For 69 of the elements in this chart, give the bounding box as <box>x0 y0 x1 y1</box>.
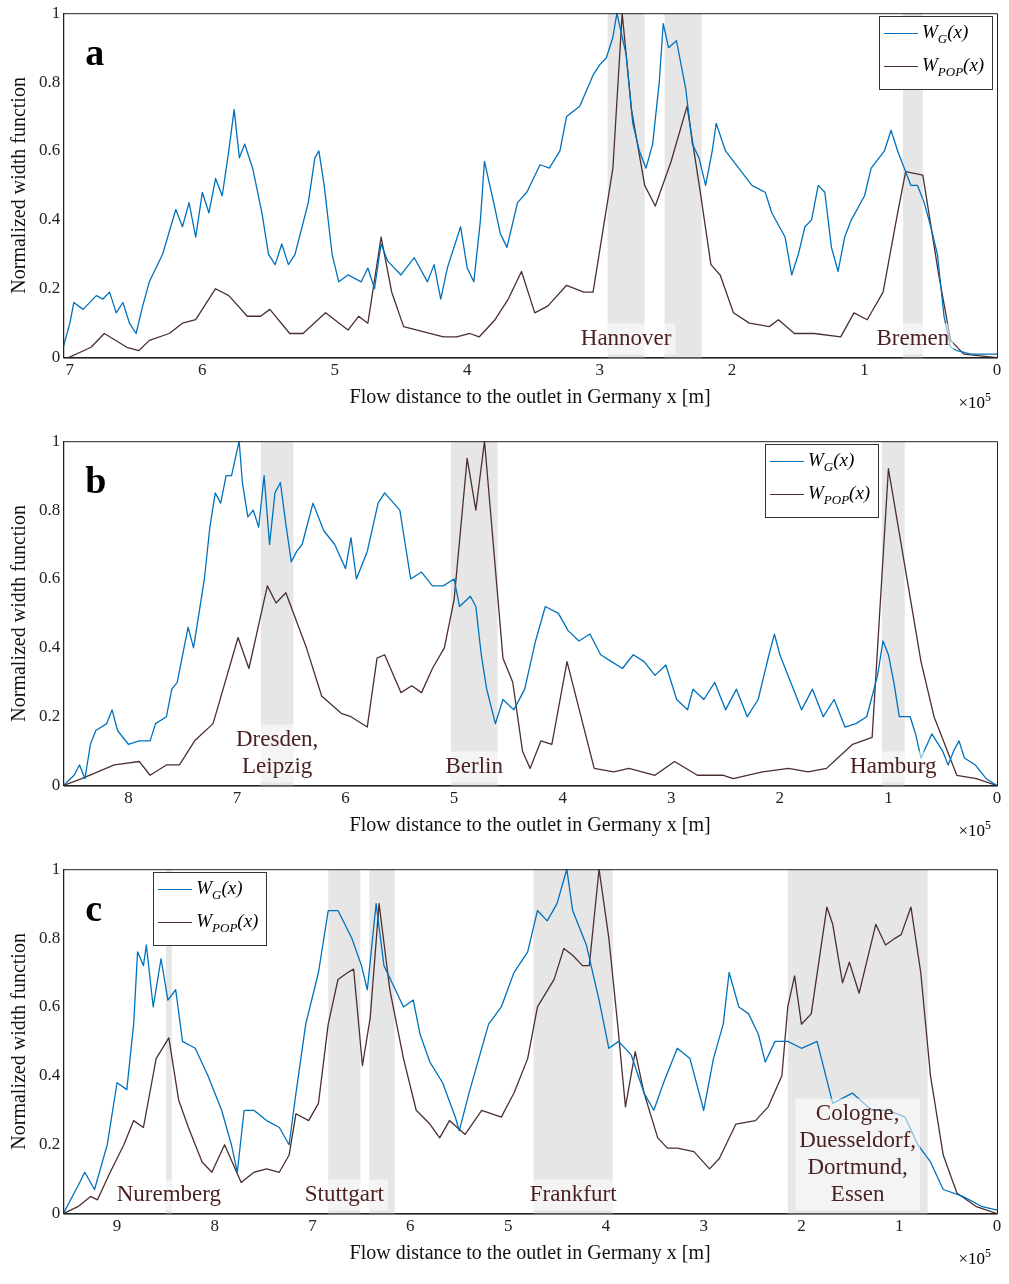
x-tick-label: 0 <box>992 360 1002 380</box>
legend-label: W$_{POP}$(x) <box>196 909 259 935</box>
annotation: b <box>85 459 107 502</box>
x-tick-label: 0 <box>992 788 1002 808</box>
x-tick-label: 2 <box>727 360 737 380</box>
y-tick-label: 0 <box>51 347 61 367</box>
annotation: a <box>85 31 105 74</box>
x-axis-title: Flow distance to the outlet in Germany x [m] <box>349 385 711 409</box>
x-tick-label: 1 <box>860 360 869 380</box>
x-tick-label: 5 <box>503 1216 513 1236</box>
band-label: Hamburg <box>850 753 938 779</box>
x-tick-label: 1 <box>894 1216 904 1236</box>
x-tick-label: 7 <box>308 1216 318 1236</box>
band-label: Frankfurt <box>529 1181 618 1207</box>
legend-label: W$_{G}$(x) <box>922 21 969 46</box>
band-label: Bremen <box>876 325 950 351</box>
x-tick-label: 6 <box>406 1216 415 1236</box>
band-label: Dresden, Leipzig <box>235 726 319 779</box>
annotation: c <box>85 887 103 930</box>
y-tick-label: 0.4 <box>39 637 61 657</box>
y-axis-title: Normalized width function <box>7 933 30 1150</box>
x-tick-label: 3 <box>699 1216 708 1236</box>
y-tick-label: 0.2 <box>39 706 61 726</box>
x-tick-label: 8 <box>210 1216 220 1236</box>
y-tick-label: 0.6 <box>39 140 61 160</box>
legend-label: W$_{G}$(x) <box>808 449 855 474</box>
x-tick-label: 4 <box>601 1216 611 1236</box>
x-tick-label: 5 <box>449 788 459 808</box>
y-tick-label: 1 <box>51 858 61 878</box>
y-tick-label: 0.8 <box>39 927 61 947</box>
x-tick-label: 3 <box>595 360 604 380</box>
x-tick-label: 3 <box>667 788 676 808</box>
x-tick-label: 7 <box>65 360 75 380</box>
band-label: Berlin <box>445 753 504 779</box>
x-tick-label: 0 <box>992 1216 1002 1236</box>
y-axis-title: Normalized width function <box>7 505 30 722</box>
x-tick-label: 4 <box>462 360 472 380</box>
x-tick-label: 9 <box>112 1216 122 1236</box>
x-tick-label: 2 <box>797 1216 806 1236</box>
x-tick-label: 6 <box>341 788 350 808</box>
x-tick-label: 6 <box>198 360 207 380</box>
x-axis-title: Flow distance to the outlet in Germany x [m] <box>349 813 711 837</box>
legend-label: W$_{POP}$(x) <box>922 53 985 79</box>
band-label: Cologne, Duesseldorf, Dortmund, Essen <box>799 1100 917 1207</box>
y-tick-label: 0 <box>51 1203 61 1223</box>
x-tick-label: 1 <box>884 788 893 808</box>
y-tick-label: 0.6 <box>39 996 61 1016</box>
y-tick-label: 0.4 <box>39 1065 61 1085</box>
y-tick-label: 0.2 <box>39 278 61 298</box>
y-tick-label: 1 <box>51 2 61 22</box>
y-tick-label: 0.2 <box>39 1134 61 1154</box>
x-tick-label: 8 <box>124 788 133 808</box>
x-tick-label: 5 <box>330 360 340 380</box>
band-label: Stuttgart <box>304 1181 385 1207</box>
y-tick-label: 0.6 <box>39 568 61 588</box>
x-tick-label: 4 <box>558 788 568 808</box>
y-tick-label: 1 <box>51 430 61 450</box>
x-tick-label: 7 <box>232 788 242 808</box>
y-tick-label: 0.8 <box>39 71 61 91</box>
band-label: Hannover <box>580 325 672 351</box>
band-label: Nuremberg <box>116 1181 222 1207</box>
x-axis-title: Flow distance to the outlet in Germany x [m] <box>349 1241 711 1265</box>
y-tick-label: 0 <box>51 775 61 795</box>
legend-label: W$_{POP}$(x) <box>808 481 871 507</box>
y-tick-label: 0.4 <box>39 209 61 229</box>
x-tick-label: 2 <box>775 788 785 808</box>
y-tick-label: 0.8 <box>39 499 61 519</box>
legend-label: W$_{G}$(x) <box>196 877 243 902</box>
y-axis-title: Normalized width function <box>7 77 30 294</box>
